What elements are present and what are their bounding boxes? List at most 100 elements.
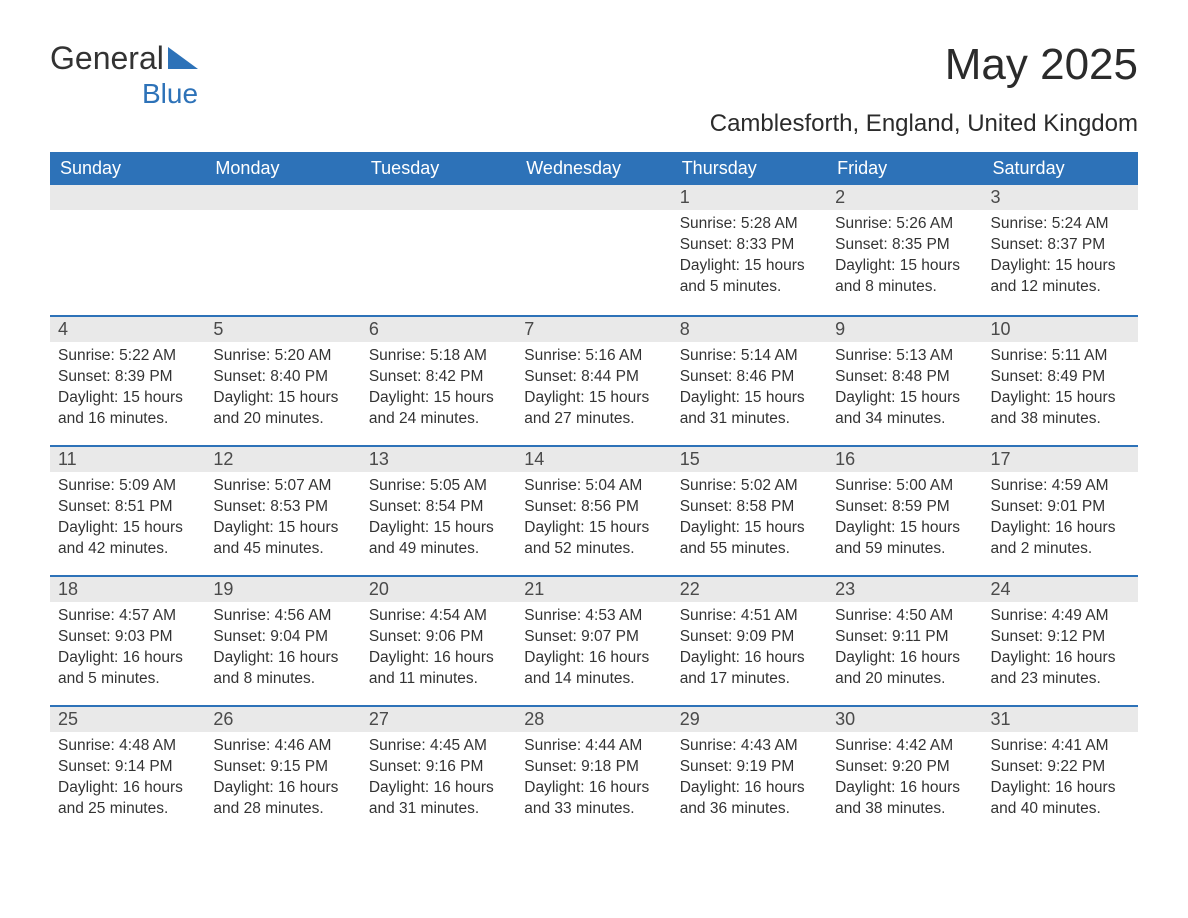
sunset-text: Sunset: 9:14 PM xyxy=(58,757,197,778)
sunset-text: Sunset: 9:09 PM xyxy=(680,627,819,648)
empty-day-header xyxy=(205,185,360,210)
calendar-cell: 13Sunrise: 5:05 AMSunset: 8:54 PMDayligh… xyxy=(361,445,516,575)
day-details: Sunrise: 5:22 AMSunset: 8:39 PMDaylight:… xyxy=(50,342,205,434)
sunset-text: Sunset: 9:20 PM xyxy=(835,757,974,778)
sunset-text: Sunset: 9:06 PM xyxy=(369,627,508,648)
daylight-text: Daylight: 15 hours and 49 minutes. xyxy=(369,518,508,560)
daylight-text: Daylight: 16 hours and 28 minutes. xyxy=(213,778,352,820)
sunset-text: Sunset: 8:37 PM xyxy=(991,235,1130,256)
weekday-header: Saturday xyxy=(983,152,1138,185)
calendar-week-row: 1Sunrise: 5:28 AMSunset: 8:33 PMDaylight… xyxy=(50,185,1138,315)
location-subtitle: Camblesforth, England, United Kingdom xyxy=(50,110,1138,138)
empty-day-header xyxy=(361,185,516,210)
daylight-text: Daylight: 15 hours and 59 minutes. xyxy=(835,518,974,560)
sunrise-text: Sunrise: 4:44 AM xyxy=(524,736,663,757)
day-details: Sunrise: 5:20 AMSunset: 8:40 PMDaylight:… xyxy=(205,342,360,434)
daylight-text: Daylight: 15 hours and 45 minutes. xyxy=(213,518,352,560)
day-number: 7 xyxy=(516,315,671,342)
calendar-cell: 3Sunrise: 5:24 AMSunset: 8:37 PMDaylight… xyxy=(983,185,1138,315)
day-number: 30 xyxy=(827,705,982,732)
day-details: Sunrise: 5:14 AMSunset: 8:46 PMDaylight:… xyxy=(672,342,827,434)
day-details: Sunrise: 4:50 AMSunset: 9:11 PMDaylight:… xyxy=(827,602,982,694)
sunrise-text: Sunrise: 4:56 AM xyxy=(213,606,352,627)
daylight-text: Daylight: 15 hours and 16 minutes. xyxy=(58,388,197,430)
calendar-week-row: 4Sunrise: 5:22 AMSunset: 8:39 PMDaylight… xyxy=(50,315,1138,445)
day-number: 3 xyxy=(983,185,1138,210)
daylight-text: Daylight: 16 hours and 33 minutes. xyxy=(524,778,663,820)
day-details: Sunrise: 4:44 AMSunset: 9:18 PMDaylight:… xyxy=(516,732,671,824)
day-number: 19 xyxy=(205,575,360,602)
calendar-cell: 31Sunrise: 4:41 AMSunset: 9:22 PMDayligh… xyxy=(983,705,1138,835)
day-details: Sunrise: 4:56 AMSunset: 9:04 PMDaylight:… xyxy=(205,602,360,694)
sunrise-text: Sunrise: 4:57 AM xyxy=(58,606,197,627)
calendar-cell: 30Sunrise: 4:42 AMSunset: 9:20 PMDayligh… xyxy=(827,705,982,835)
day-details: Sunrise: 5:13 AMSunset: 8:48 PMDaylight:… xyxy=(827,342,982,434)
sunset-text: Sunset: 8:56 PM xyxy=(524,497,663,518)
sunrise-text: Sunrise: 5:07 AM xyxy=(213,476,352,497)
sunset-text: Sunset: 8:49 PM xyxy=(991,367,1130,388)
sunrise-text: Sunrise: 4:43 AM xyxy=(680,736,819,757)
day-details: Sunrise: 4:42 AMSunset: 9:20 PMDaylight:… xyxy=(827,732,982,824)
daylight-text: Daylight: 16 hours and 11 minutes. xyxy=(369,648,508,690)
sunset-text: Sunset: 9:07 PM xyxy=(524,627,663,648)
sunrise-text: Sunrise: 4:51 AM xyxy=(680,606,819,627)
sunrise-text: Sunrise: 5:09 AM xyxy=(58,476,197,497)
sunset-text: Sunset: 8:51 PM xyxy=(58,497,197,518)
day-details: Sunrise: 4:45 AMSunset: 9:16 PMDaylight:… xyxy=(361,732,516,824)
day-number: 9 xyxy=(827,315,982,342)
sunset-text: Sunset: 9:22 PM xyxy=(991,757,1130,778)
day-details: Sunrise: 5:02 AMSunset: 8:58 PMDaylight:… xyxy=(672,472,827,564)
sunrise-text: Sunrise: 5:16 AM xyxy=(524,346,663,367)
day-number: 25 xyxy=(50,705,205,732)
calendar-cell: 19Sunrise: 4:56 AMSunset: 9:04 PMDayligh… xyxy=(205,575,360,705)
calendar-cell xyxy=(205,185,360,315)
calendar-cell: 24Sunrise: 4:49 AMSunset: 9:12 PMDayligh… xyxy=(983,575,1138,705)
day-number: 18 xyxy=(50,575,205,602)
sunrise-text: Sunrise: 4:49 AM xyxy=(991,606,1130,627)
daylight-text: Daylight: 16 hours and 40 minutes. xyxy=(991,778,1130,820)
day-number: 17 xyxy=(983,445,1138,472)
day-number: 4 xyxy=(50,315,205,342)
daylight-text: Daylight: 15 hours and 38 minutes. xyxy=(991,388,1130,430)
day-number: 15 xyxy=(672,445,827,472)
day-details: Sunrise: 5:16 AMSunset: 8:44 PMDaylight:… xyxy=(516,342,671,434)
calendar-cell: 29Sunrise: 4:43 AMSunset: 9:19 PMDayligh… xyxy=(672,705,827,835)
logo: General xyxy=(50,40,198,77)
day-number: 10 xyxy=(983,315,1138,342)
sunset-text: Sunset: 8:46 PM xyxy=(680,367,819,388)
weekday-header: Tuesday xyxy=(361,152,516,185)
sunset-text: Sunset: 9:19 PM xyxy=(680,757,819,778)
sunrise-text: Sunrise: 5:00 AM xyxy=(835,476,974,497)
sunset-text: Sunset: 9:01 PM xyxy=(991,497,1130,518)
calendar-cell: 12Sunrise: 5:07 AMSunset: 8:53 PMDayligh… xyxy=(205,445,360,575)
sunrise-text: Sunrise: 4:45 AM xyxy=(369,736,508,757)
daylight-text: Daylight: 15 hours and 34 minutes. xyxy=(835,388,974,430)
daylight-text: Daylight: 16 hours and 2 minutes. xyxy=(991,518,1130,560)
calendar-cell: 9Sunrise: 5:13 AMSunset: 8:48 PMDaylight… xyxy=(827,315,982,445)
daylight-text: Daylight: 15 hours and 12 minutes. xyxy=(991,256,1130,298)
sunset-text: Sunset: 8:44 PM xyxy=(524,367,663,388)
sunrise-text: Sunrise: 5:11 AM xyxy=(991,346,1130,367)
day-number: 11 xyxy=(50,445,205,472)
day-details: Sunrise: 5:11 AMSunset: 8:49 PMDaylight:… xyxy=(983,342,1138,434)
sunrise-text: Sunrise: 5:02 AM xyxy=(680,476,819,497)
day-details: Sunrise: 4:51 AMSunset: 9:09 PMDaylight:… xyxy=(672,602,827,694)
day-details: Sunrise: 4:46 AMSunset: 9:15 PMDaylight:… xyxy=(205,732,360,824)
calendar-cell xyxy=(361,185,516,315)
daylight-text: Daylight: 15 hours and 42 minutes. xyxy=(58,518,197,560)
daylight-text: Daylight: 15 hours and 20 minutes. xyxy=(213,388,352,430)
day-number: 26 xyxy=(205,705,360,732)
calendar-cell: 5Sunrise: 5:20 AMSunset: 8:40 PMDaylight… xyxy=(205,315,360,445)
weekday-header-row: SundayMondayTuesdayWednesdayThursdayFrid… xyxy=(50,152,1138,185)
sunset-text: Sunset: 9:12 PM xyxy=(991,627,1130,648)
sunset-text: Sunset: 8:35 PM xyxy=(835,235,974,256)
logo-triangle-icon xyxy=(168,40,198,77)
sunset-text: Sunset: 8:58 PM xyxy=(680,497,819,518)
daylight-text: Daylight: 15 hours and 52 minutes. xyxy=(524,518,663,560)
calendar-cell: 14Sunrise: 5:04 AMSunset: 8:56 PMDayligh… xyxy=(516,445,671,575)
sunrise-text: Sunrise: 4:41 AM xyxy=(991,736,1130,757)
page-title: May 2025 xyxy=(945,40,1138,90)
sunset-text: Sunset: 9:16 PM xyxy=(369,757,508,778)
sunrise-text: Sunrise: 4:42 AM xyxy=(835,736,974,757)
day-details: Sunrise: 4:48 AMSunset: 9:14 PMDaylight:… xyxy=(50,732,205,824)
